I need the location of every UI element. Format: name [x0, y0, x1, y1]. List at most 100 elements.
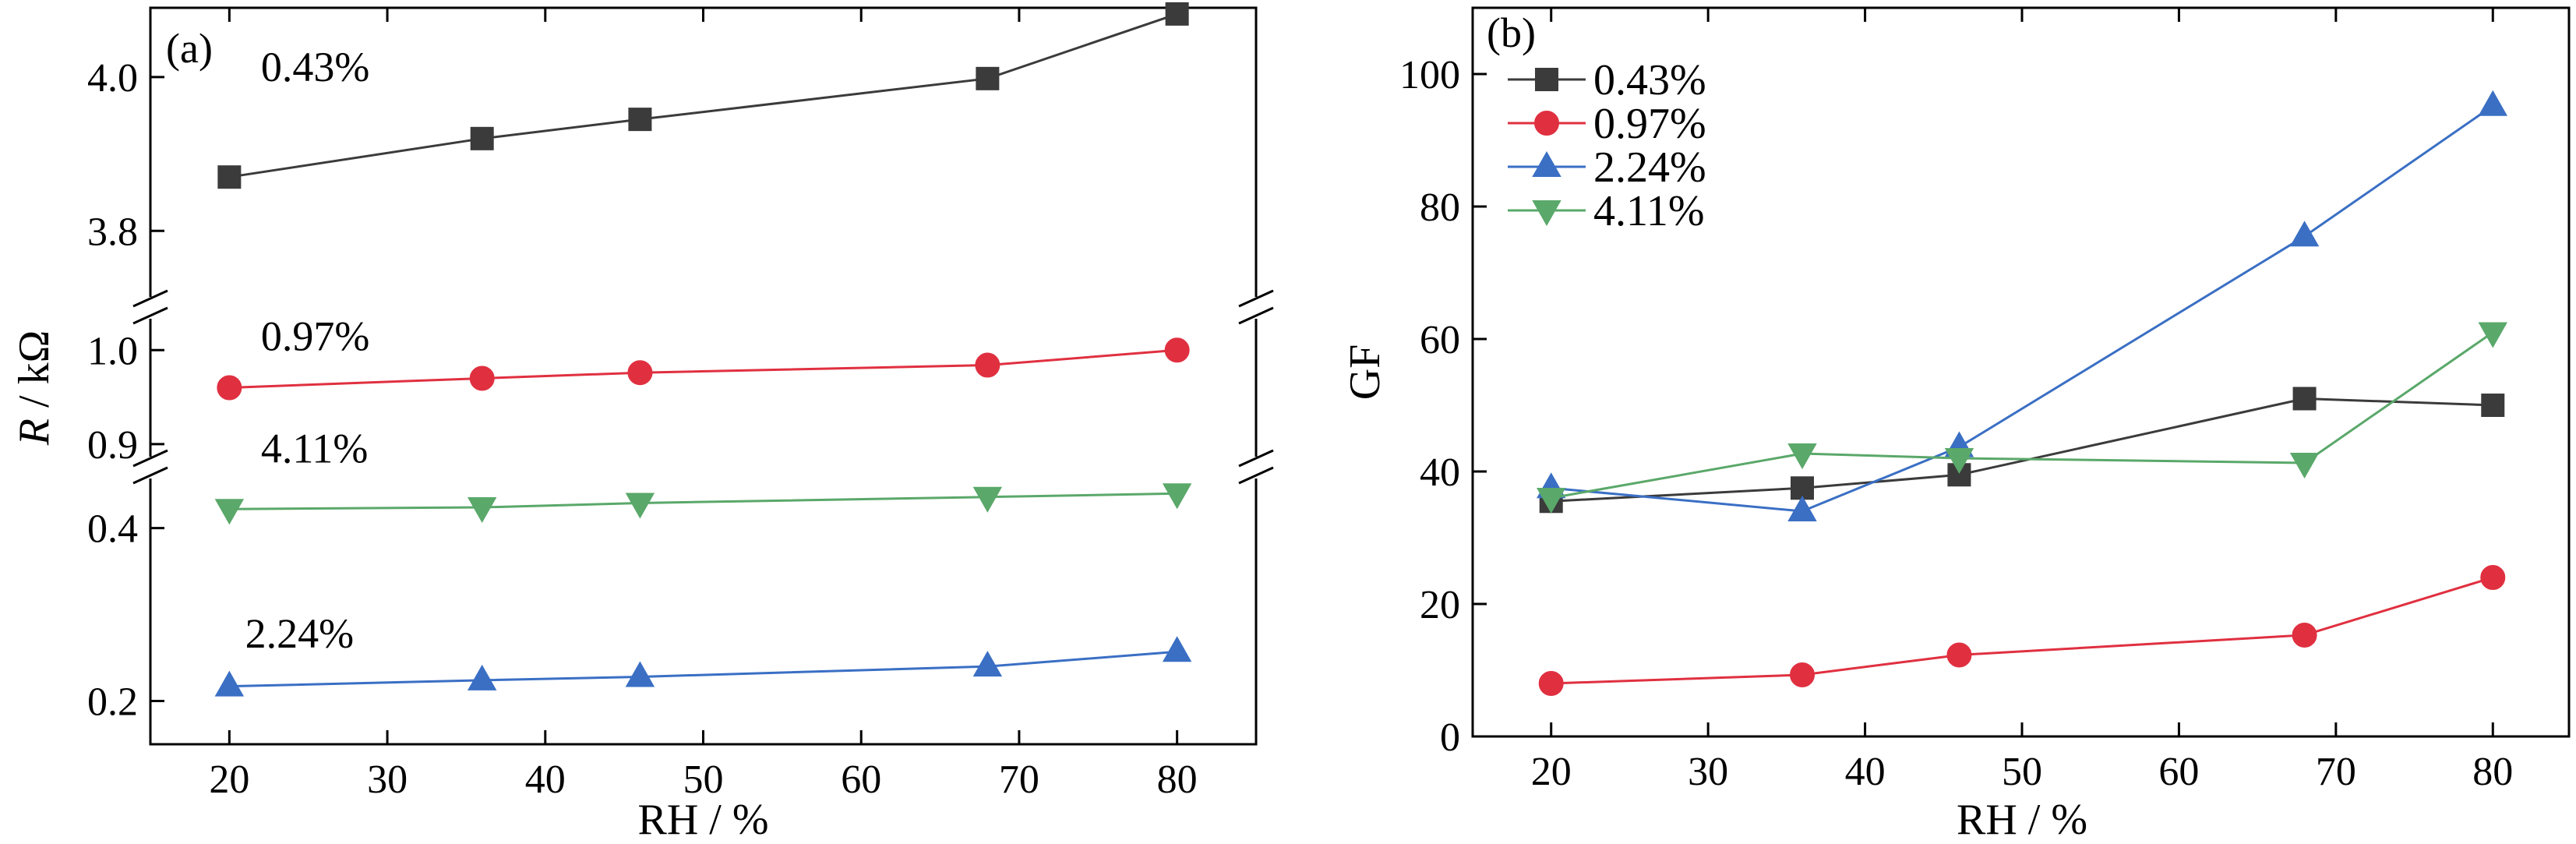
legend-label: 0.43% — [1593, 56, 1706, 104]
panel-label: (a) — [166, 25, 213, 72]
data-point — [2292, 622, 2317, 648]
series-annotation: 0.97% — [261, 313, 369, 359]
data-point — [2478, 322, 2508, 348]
data-point — [467, 664, 497, 690]
y-tick-label: 60 — [1420, 318, 1460, 362]
data-point — [1162, 483, 1192, 510]
legend-marker — [1532, 200, 1561, 227]
data-point — [2292, 387, 2317, 411]
y-tick-label: 4.0 — [87, 56, 138, 101]
panel-b-gauge-factor-chart: 20 30 40 50 60 70 80 0 20 40 60 80 100 0.43%0.97%2.24… — [1341, 6, 2571, 844]
y-tick-label: 3.8 — [87, 210, 138, 254]
legend-label: 4.11% — [1593, 187, 1705, 235]
x-tick-label: 60 — [841, 757, 881, 802]
y-tick-label: 0.9 — [87, 423, 138, 468]
data-point — [627, 360, 653, 386]
data-point — [217, 375, 242, 401]
data-point — [1165, 2, 1189, 26]
axis-break-mark — [132, 466, 168, 485]
x-tick-label: 40 — [525, 757, 566, 802]
data-point — [628, 108, 652, 132]
series-2.24%: 2.24% — [214, 610, 1192, 697]
x-tick-label: 30 — [367, 757, 408, 802]
data-point — [467, 497, 497, 524]
legend-label: 2.24% — [1593, 143, 1706, 192]
series-line — [229, 12, 1178, 178]
legend-marker — [1534, 111, 1559, 136]
series-0.43% — [1539, 387, 2505, 514]
series-line — [1551, 397, 2493, 503]
data-point — [1944, 448, 1974, 475]
panel-a-resistance-chart: 20 30 40 50 60 70 80 0.2 0.4 0.9 1.0 3.8 4.0 0.43% 0.9… — [10, 2, 1274, 844]
data-point — [625, 493, 655, 519]
legend-label: 0.97% — [1593, 100, 1706, 148]
series-4.11%: 4.11% — [214, 425, 1192, 525]
data-point — [470, 126, 494, 150]
data-point — [972, 651, 1003, 677]
y-tick-label: 80 — [1420, 185, 1460, 230]
series-0.97%: 0.97% — [217, 313, 1190, 401]
data-point — [2289, 452, 2320, 479]
data-point — [1946, 642, 1972, 668]
x-tick-label: 80 — [1157, 757, 1198, 802]
x-tick-label: 80 — [2472, 750, 2513, 794]
axis-break-mark — [132, 289, 168, 308]
legend-item: 4.11% — [1508, 187, 1705, 235]
series-line — [229, 348, 1177, 389]
y-axis-label: GF — [1341, 344, 1389, 401]
x-tick-label: 40 — [1845, 750, 1886, 794]
data-point — [2481, 394, 2505, 417]
data-point — [1787, 495, 1817, 521]
x-tick-label: 70 — [999, 757, 1039, 802]
data-point — [972, 486, 1003, 513]
axis-break-mark — [1238, 306, 1274, 325]
x-axis-label: RH / % — [1957, 796, 2087, 844]
x-tick-label: 20 — [1531, 750, 1572, 794]
data-point — [2478, 90, 2508, 116]
x-tick-label: 60 — [2158, 750, 2199, 794]
series-4.11% — [1536, 322, 2508, 514]
data-point — [975, 352, 1000, 378]
series-line — [1551, 576, 2493, 685]
series-annotation: 2.24% — [245, 610, 354, 657]
legend-marker — [1532, 150, 1561, 177]
y-axis-label: R / kΩ — [10, 330, 58, 446]
axis-break-mark — [1238, 289, 1274, 308]
x-tick-label: 20 — [209, 757, 249, 802]
axis-break-mark — [132, 449, 168, 468]
data-point — [1162, 636, 1192, 662]
x-axis-label: RH / % — [638, 796, 769, 844]
data-point — [214, 499, 245, 525]
x-tick-label: 70 — [2316, 750, 2356, 794]
data-point — [1164, 337, 1190, 363]
data-point — [976, 66, 1000, 90]
data-point — [625, 661, 655, 687]
x-tick-label: 50 — [683, 757, 724, 802]
y-tick-label: 0 — [1440, 715, 1460, 760]
series-line — [1551, 331, 2494, 500]
x-tick-label: 50 — [2002, 750, 2042, 794]
data-point — [2480, 565, 2506, 590]
axis-break-mark — [132, 306, 168, 325]
legend-item: 2.24% — [1508, 143, 1706, 192]
legend-marker — [1535, 68, 1558, 91]
data-point — [1538, 671, 1564, 696]
series-annotation: 4.11% — [261, 425, 368, 471]
panel-label: (b) — [1487, 9, 1536, 56]
axis-break-mark — [1238, 449, 1274, 468]
data-point — [1787, 443, 1817, 470]
series-line — [229, 492, 1177, 510]
series-0.43%: 0.43% — [217, 2, 1189, 189]
series-annotation: 0.43% — [261, 44, 369, 90]
data-point — [214, 670, 245, 697]
y-tick-label: 40 — [1420, 450, 1460, 495]
series-0.97% — [1538, 565, 2506, 696]
data-point — [1790, 662, 1815, 687]
y-tick-label: 0.4 — [87, 507, 138, 552]
x-tick-label: 30 — [1688, 750, 1728, 794]
y-tick-label: 20 — [1420, 583, 1460, 627]
data-point — [2289, 221, 2320, 247]
y-tick-label: 0.2 — [87, 680, 138, 725]
axis-break-mark — [1238, 466, 1274, 485]
data-point — [1536, 488, 1566, 514]
